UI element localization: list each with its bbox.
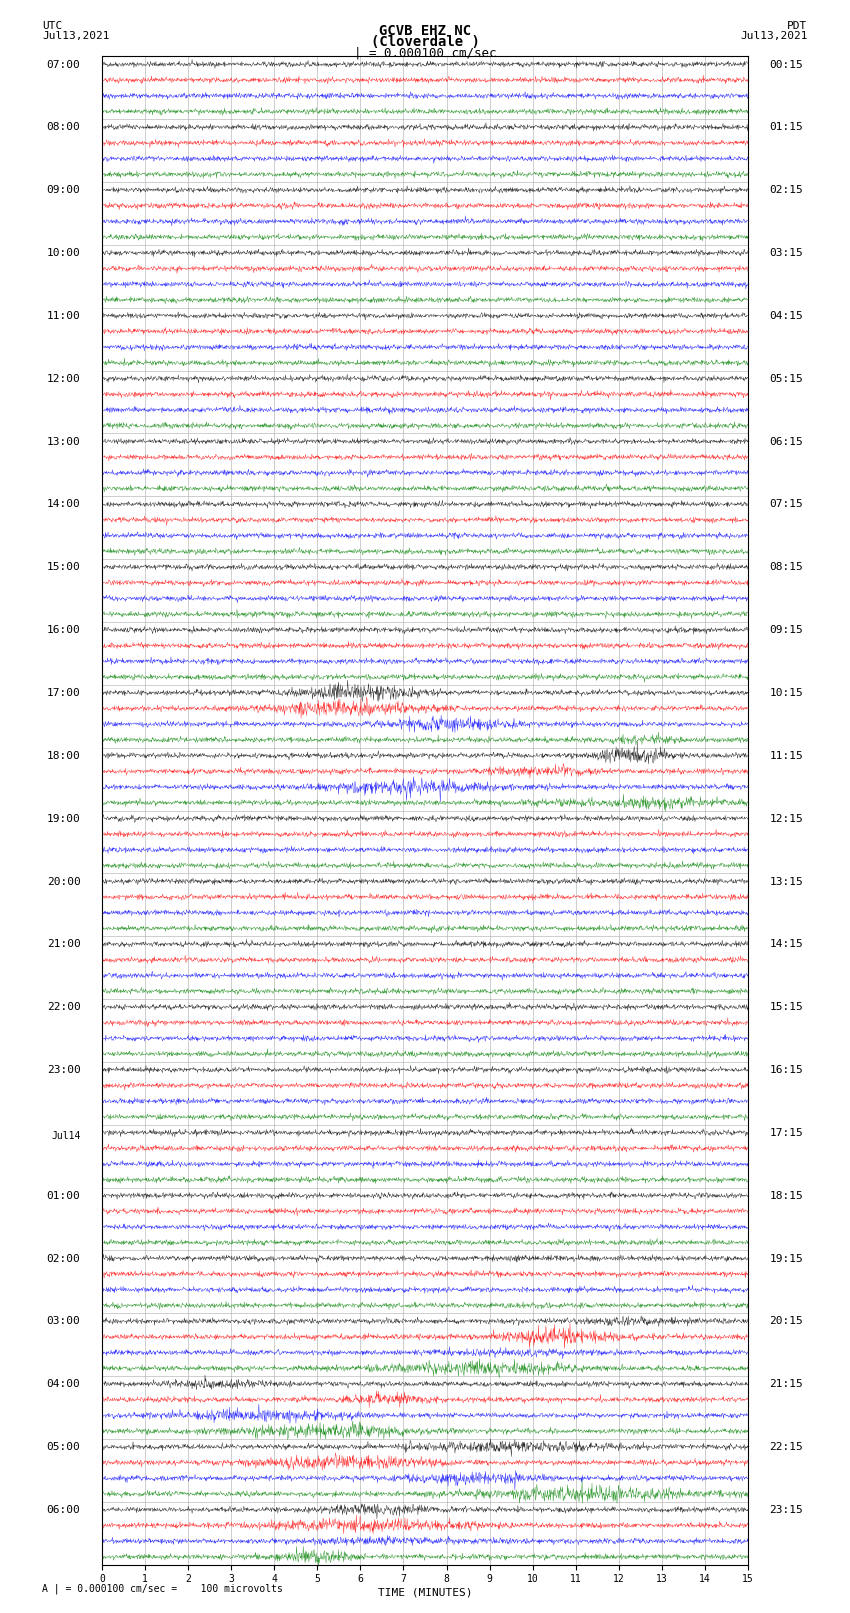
- Text: Jul13,2021: Jul13,2021: [42, 31, 110, 40]
- Text: 16:15: 16:15: [769, 1065, 803, 1074]
- Text: 21:15: 21:15: [769, 1379, 803, 1389]
- Text: 14:00: 14:00: [47, 500, 81, 510]
- Text: 11:15: 11:15: [769, 750, 803, 761]
- Text: 08:15: 08:15: [769, 563, 803, 573]
- Text: 12:15: 12:15: [769, 813, 803, 824]
- Text: 01:00: 01:00: [47, 1190, 81, 1200]
- Text: 18:00: 18:00: [47, 750, 81, 761]
- Text: 03:00: 03:00: [47, 1316, 81, 1326]
- Text: Jul14: Jul14: [51, 1131, 81, 1140]
- Text: 22:00: 22:00: [47, 1002, 81, 1013]
- Text: 14:15: 14:15: [769, 939, 803, 950]
- Text: 18:15: 18:15: [769, 1190, 803, 1200]
- Text: 20:15: 20:15: [769, 1316, 803, 1326]
- Text: 11:00: 11:00: [47, 311, 81, 321]
- Text: 17:00: 17:00: [47, 689, 81, 698]
- Text: 05:00: 05:00: [47, 1442, 81, 1452]
- Text: 00:15: 00:15: [769, 60, 803, 69]
- Text: 08:00: 08:00: [47, 123, 81, 132]
- Text: 19:00: 19:00: [47, 813, 81, 824]
- Text: 22:15: 22:15: [769, 1442, 803, 1452]
- Text: 02:00: 02:00: [47, 1253, 81, 1263]
- Text: 06:00: 06:00: [47, 1505, 81, 1515]
- Text: 12:00: 12:00: [47, 374, 81, 384]
- Text: 07:00: 07:00: [47, 60, 81, 69]
- Text: Jul13,2021: Jul13,2021: [740, 31, 808, 40]
- Text: | = 0.000100 cm/sec: | = 0.000100 cm/sec: [354, 47, 496, 60]
- Text: A | = 0.000100 cm/sec =    100 microvolts: A | = 0.000100 cm/sec = 100 microvolts: [42, 1582, 283, 1594]
- Text: UTC: UTC: [42, 21, 63, 31]
- Text: 03:15: 03:15: [769, 248, 803, 258]
- Text: PDT: PDT: [787, 21, 808, 31]
- Text: 07:15: 07:15: [769, 500, 803, 510]
- Text: 16:00: 16:00: [47, 626, 81, 636]
- Text: 04:15: 04:15: [769, 311, 803, 321]
- Text: 23:00: 23:00: [47, 1065, 81, 1074]
- Text: 13:00: 13:00: [47, 437, 81, 447]
- Text: 01:15: 01:15: [769, 123, 803, 132]
- Text: 15:15: 15:15: [769, 1002, 803, 1013]
- Text: 04:00: 04:00: [47, 1379, 81, 1389]
- Text: GCVB EHZ NC: GCVB EHZ NC: [379, 24, 471, 39]
- Text: 21:00: 21:00: [47, 939, 81, 950]
- Text: 10:00: 10:00: [47, 248, 81, 258]
- Text: 15:00: 15:00: [47, 563, 81, 573]
- Text: 19:15: 19:15: [769, 1253, 803, 1263]
- Text: 23:15: 23:15: [769, 1505, 803, 1515]
- Text: 05:15: 05:15: [769, 374, 803, 384]
- Text: 09:00: 09:00: [47, 185, 81, 195]
- Text: 13:15: 13:15: [769, 876, 803, 887]
- Text: 20:00: 20:00: [47, 876, 81, 887]
- Text: 10:15: 10:15: [769, 689, 803, 698]
- Text: 02:15: 02:15: [769, 185, 803, 195]
- Text: (Cloverdale ): (Cloverdale ): [371, 35, 479, 50]
- X-axis label: TIME (MINUTES): TIME (MINUTES): [377, 1587, 473, 1597]
- Text: 17:15: 17:15: [769, 1127, 803, 1137]
- Text: 09:15: 09:15: [769, 626, 803, 636]
- Text: 06:15: 06:15: [769, 437, 803, 447]
